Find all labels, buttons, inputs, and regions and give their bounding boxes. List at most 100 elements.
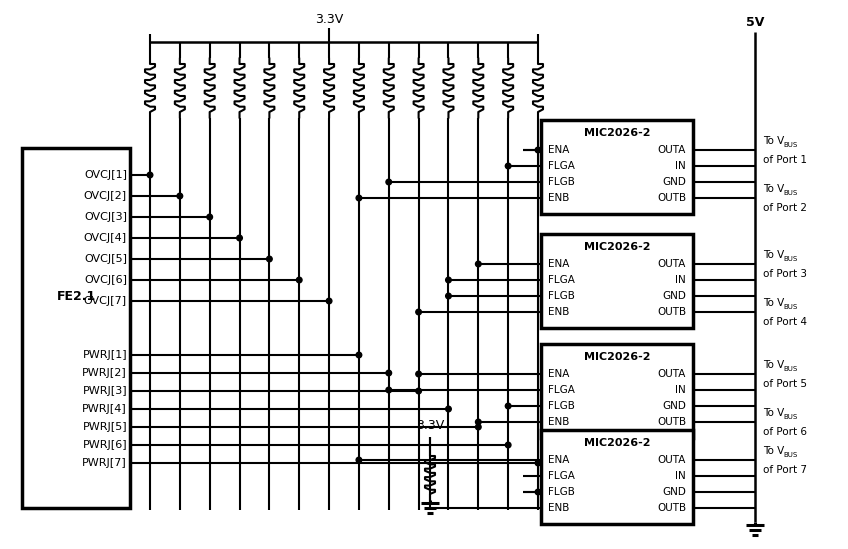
Circle shape bbox=[535, 460, 541, 466]
Text: IN: IN bbox=[675, 161, 686, 171]
Text: OVCJ[2]: OVCJ[2] bbox=[84, 191, 127, 201]
Text: FLGB: FLGB bbox=[548, 487, 575, 497]
Text: FLGA: FLGA bbox=[548, 275, 575, 285]
Text: PWRJ[6]: PWRJ[6] bbox=[82, 440, 127, 450]
Text: FLGA: FLGA bbox=[548, 385, 575, 395]
Text: BUS: BUS bbox=[783, 452, 797, 458]
Text: GND: GND bbox=[662, 401, 686, 411]
Text: To V: To V bbox=[763, 184, 784, 194]
Text: ENA: ENA bbox=[548, 145, 569, 155]
Text: FLGB: FLGB bbox=[548, 401, 575, 411]
Text: BUS: BUS bbox=[783, 142, 797, 148]
Text: ENB: ENB bbox=[548, 307, 569, 317]
Text: FLGA: FLGA bbox=[548, 471, 575, 481]
Text: MIC2026-2: MIC2026-2 bbox=[583, 128, 650, 138]
Text: OUTB: OUTB bbox=[657, 417, 686, 427]
Text: FLGB: FLGB bbox=[548, 291, 575, 301]
Text: OVCJ[1]: OVCJ[1] bbox=[84, 170, 127, 180]
Circle shape bbox=[326, 298, 332, 304]
Text: GND: GND bbox=[662, 487, 686, 497]
Text: PWRJ[7]: PWRJ[7] bbox=[82, 458, 127, 468]
Circle shape bbox=[416, 388, 421, 394]
Circle shape bbox=[505, 442, 511, 448]
Circle shape bbox=[386, 387, 392, 393]
Text: OUTB: OUTB bbox=[657, 503, 686, 513]
Text: GND: GND bbox=[662, 291, 686, 301]
Circle shape bbox=[505, 403, 511, 409]
Text: OVCJ[4]: OVCJ[4] bbox=[84, 233, 127, 243]
Text: OVCJ[5]: OVCJ[5] bbox=[84, 254, 127, 264]
Text: of Port 4: of Port 4 bbox=[763, 317, 807, 327]
Text: OVCJ[7]: OVCJ[7] bbox=[84, 296, 127, 306]
Bar bbox=[541, 344, 693, 438]
Circle shape bbox=[266, 256, 272, 262]
Circle shape bbox=[297, 277, 302, 283]
Circle shape bbox=[535, 147, 541, 153]
Text: ENB: ENB bbox=[548, 503, 569, 513]
Circle shape bbox=[207, 214, 213, 220]
Text: ENA: ENA bbox=[548, 369, 569, 379]
Circle shape bbox=[476, 261, 481, 267]
Text: of Port 1: of Port 1 bbox=[763, 155, 807, 165]
Bar bbox=[541, 120, 693, 214]
Bar bbox=[541, 430, 693, 524]
Text: OUTA: OUTA bbox=[658, 369, 686, 379]
Text: MIC2026-2: MIC2026-2 bbox=[583, 352, 650, 362]
Circle shape bbox=[356, 195, 362, 201]
Text: ENA: ENA bbox=[548, 455, 569, 465]
Circle shape bbox=[416, 371, 421, 377]
Circle shape bbox=[237, 235, 243, 241]
Text: OUTA: OUTA bbox=[658, 145, 686, 155]
Text: BUS: BUS bbox=[783, 256, 797, 262]
Circle shape bbox=[446, 277, 451, 283]
Text: BUS: BUS bbox=[783, 366, 797, 372]
Text: To V: To V bbox=[763, 136, 784, 146]
Circle shape bbox=[356, 457, 362, 463]
Circle shape bbox=[535, 489, 541, 495]
Text: 3.3V: 3.3V bbox=[315, 13, 343, 26]
Circle shape bbox=[505, 163, 511, 169]
Circle shape bbox=[148, 172, 153, 178]
Bar bbox=[541, 234, 693, 328]
Text: To V: To V bbox=[763, 298, 784, 308]
Circle shape bbox=[446, 406, 451, 412]
Text: MIC2026-2: MIC2026-2 bbox=[583, 438, 650, 448]
Circle shape bbox=[416, 309, 421, 315]
Text: To V: To V bbox=[763, 360, 784, 370]
Text: PWRJ[4]: PWRJ[4] bbox=[82, 404, 127, 414]
Text: IN: IN bbox=[675, 275, 686, 285]
Text: MIC2026-2: MIC2026-2 bbox=[583, 242, 650, 252]
Text: PWRJ[3]: PWRJ[3] bbox=[82, 386, 127, 396]
Text: FE2.1: FE2.1 bbox=[56, 289, 96, 302]
Text: ENB: ENB bbox=[548, 417, 569, 427]
Text: OVCJ[3]: OVCJ[3] bbox=[84, 212, 127, 222]
Text: To V: To V bbox=[763, 250, 784, 260]
Text: OUTA: OUTA bbox=[658, 455, 686, 465]
Text: IN: IN bbox=[675, 385, 686, 395]
Circle shape bbox=[476, 424, 481, 430]
Text: ENB: ENB bbox=[548, 193, 569, 203]
Text: BUS: BUS bbox=[783, 304, 797, 310]
Text: of Port 2: of Port 2 bbox=[763, 203, 807, 213]
Text: BUS: BUS bbox=[783, 190, 797, 196]
Text: FLGB: FLGB bbox=[548, 177, 575, 187]
Text: OUTB: OUTB bbox=[657, 193, 686, 203]
Text: GND: GND bbox=[662, 177, 686, 187]
Text: of Port 3: of Port 3 bbox=[763, 269, 807, 279]
Text: ENA: ENA bbox=[548, 259, 569, 269]
Text: OVCJ[6]: OVCJ[6] bbox=[84, 275, 127, 285]
Text: OUTB: OUTB bbox=[657, 307, 686, 317]
Text: To V: To V bbox=[763, 446, 784, 456]
Text: of Port 7: of Port 7 bbox=[763, 465, 807, 475]
Circle shape bbox=[476, 419, 481, 425]
Circle shape bbox=[177, 193, 182, 199]
Text: OUTA: OUTA bbox=[658, 259, 686, 269]
Text: PWRJ[5]: PWRJ[5] bbox=[82, 422, 127, 432]
Circle shape bbox=[356, 352, 362, 358]
Text: 5V: 5V bbox=[745, 15, 764, 29]
Text: 3.3V: 3.3V bbox=[416, 419, 444, 432]
Circle shape bbox=[446, 293, 451, 299]
Circle shape bbox=[386, 179, 392, 185]
Text: of Port 6: of Port 6 bbox=[763, 427, 807, 437]
Circle shape bbox=[386, 370, 392, 376]
